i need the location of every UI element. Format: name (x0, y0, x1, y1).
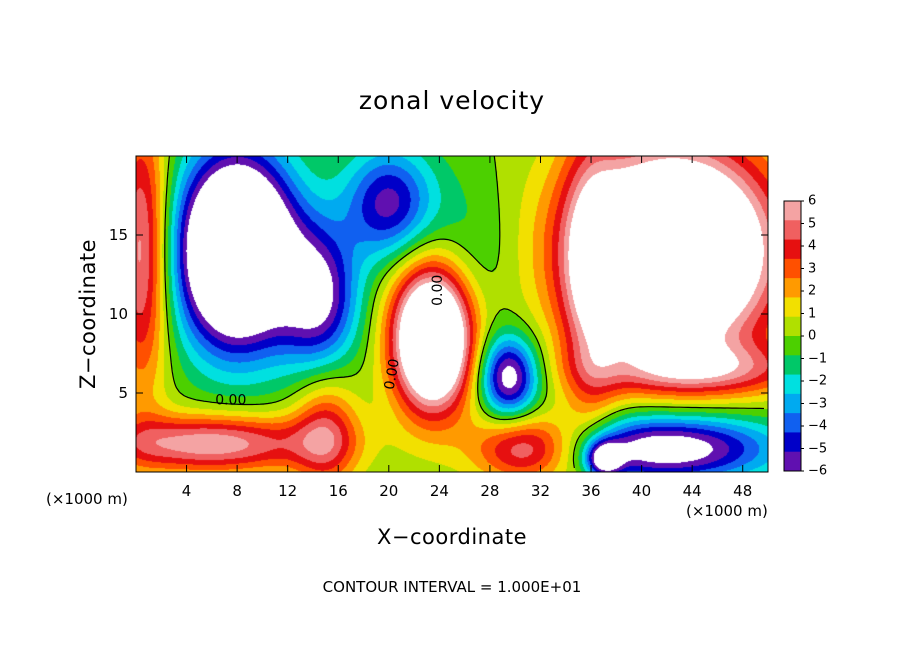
colorbar-swatch (784, 432, 801, 453)
colorbar-swatch (784, 201, 801, 221)
chart-title: zonal velocity (358, 86, 546, 115)
y-axis-label: Z−coordinate (76, 239, 100, 389)
colorbar-swatch (784, 374, 801, 395)
colorbar-swatch (784, 413, 801, 433)
heatmap-field (136, 156, 768, 472)
y-tick-label: 5 (118, 384, 128, 402)
colorbar-tick-label: −1 (808, 351, 828, 366)
colorbar-swatch (784, 278, 801, 298)
contour-label: 0.00 (430, 275, 446, 306)
x-unit-label-right: (×1000 m) (686, 502, 768, 520)
colorbar-tick-label: −2 (808, 373, 828, 389)
colorbar-tick-label: −5 (808, 441, 828, 456)
colorbar-swatch (784, 355, 801, 376)
contour-label: 0.00 (215, 392, 246, 408)
y-tick-label: 15 (108, 226, 128, 244)
colorbar-tick-label: 4 (808, 238, 817, 254)
x-tick-label: 36 (581, 482, 601, 500)
x-tick-label: 12 (278, 482, 298, 500)
colorbar-tick-label: −6 (808, 463, 828, 479)
contour-interval-note: CONTOUR INTERVAL = 1.000E+01 (322, 578, 582, 596)
colorbar-tick-label: 6 (808, 193, 817, 209)
colorbar-swatch (784, 316, 801, 337)
colorbar-tick-label: 0 (808, 328, 817, 344)
x-unit-label-left: (×1000 m) (46, 490, 128, 508)
x-tick-label: 40 (632, 482, 652, 500)
colorbar-swatch (784, 336, 801, 356)
axis-ticks (136, 156, 768, 472)
x-axis-label: X−coordinate (377, 525, 527, 549)
x-tick-label: 8 (232, 482, 242, 500)
colorbar-swatch (784, 393, 801, 414)
colorbar (783, 200, 804, 472)
contour-lines (164, 156, 765, 469)
colorbar-tick-label: −3 (808, 396, 828, 411)
contour-label: 0.00 (382, 357, 403, 390)
x-tick-label: 44 (682, 482, 702, 500)
colorbar-tick-label: 3 (808, 261, 817, 276)
x-tick-label: 28 (480, 482, 500, 500)
colorbar-swatch (784, 258, 801, 279)
colorbar-swatch (784, 297, 801, 318)
colorbar-swatch (784, 239, 801, 260)
x-tick-label: 20 (379, 482, 399, 500)
colorbar-swatch (784, 220, 801, 241)
colorbar-tick-label: 5 (808, 216, 817, 231)
y-tick-label: 10 (108, 305, 128, 323)
x-tick-label: 24 (429, 482, 449, 500)
colorbar-swatch (784, 451, 801, 472)
zero-contour (164, 156, 765, 469)
colorbar-tick-label: 1 (808, 306, 817, 321)
x-tick-label: 16 (328, 482, 348, 500)
colorbar-tick-label: 2 (808, 283, 817, 299)
heatmap-raster (136, 156, 768, 472)
x-tick-label: 48 (733, 482, 753, 500)
colorbar-tick-label: −4 (808, 418, 828, 434)
x-tick-label: 4 (181, 482, 192, 500)
contour-labels: 0.00 0.00 0.00 (215, 275, 446, 409)
x-tick-label: 32 (530, 482, 551, 500)
